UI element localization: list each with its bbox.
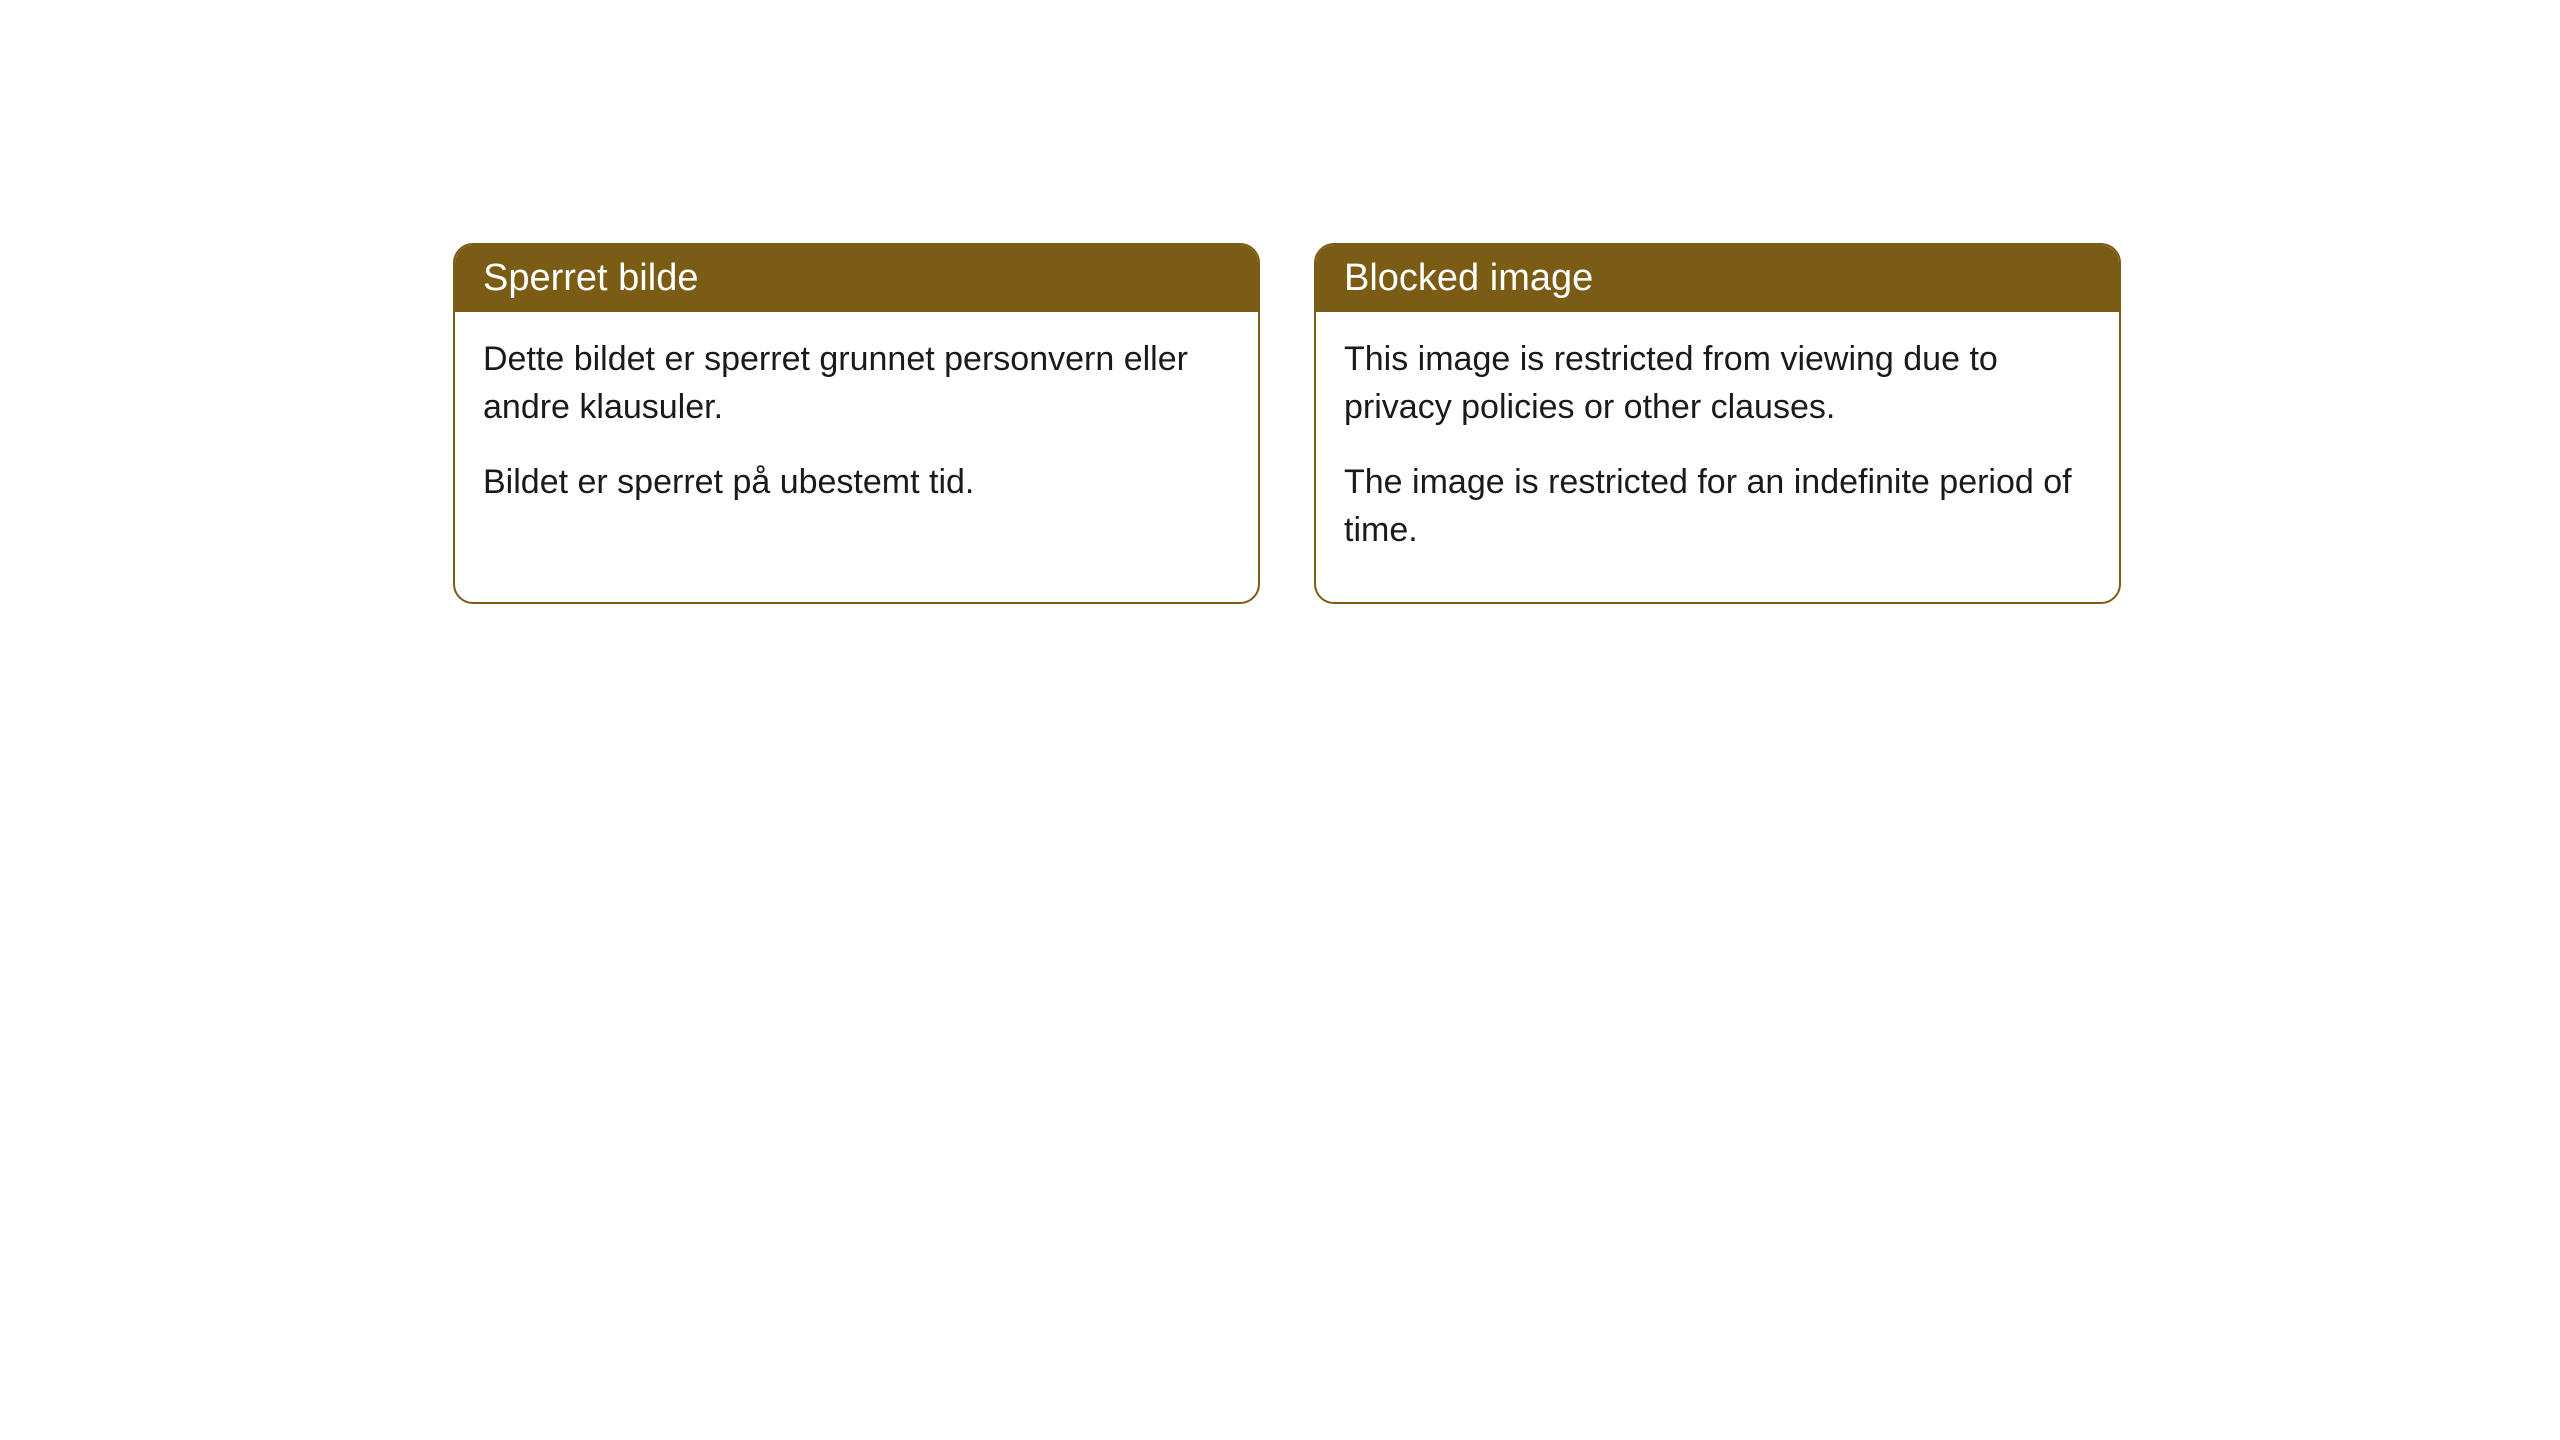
card-paragraph: Dette bildet er sperret grunnet personve… (483, 336, 1230, 431)
card-header: Sperret bilde (455, 245, 1258, 312)
card-body: Dette bildet er sperret grunnet personve… (455, 312, 1258, 555)
card-title: Blocked image (1344, 257, 1593, 299)
notice-cards-container: Sperret bilde Dette bildet er sperret gr… (453, 243, 2121, 604)
card-paragraph: The image is restricted for an indefinit… (1344, 459, 2091, 554)
card-body: This image is restricted from viewing du… (1316, 312, 2119, 602)
notice-card-english: Blocked image This image is restricted f… (1314, 243, 2121, 604)
card-paragraph: Bildet er sperret på ubestemt tid. (483, 459, 1230, 507)
card-title: Sperret bilde (483, 257, 698, 299)
card-header: Blocked image (1316, 245, 2119, 312)
card-paragraph: This image is restricted from viewing du… (1344, 336, 2091, 431)
notice-card-norwegian: Sperret bilde Dette bildet er sperret gr… (453, 243, 1260, 604)
